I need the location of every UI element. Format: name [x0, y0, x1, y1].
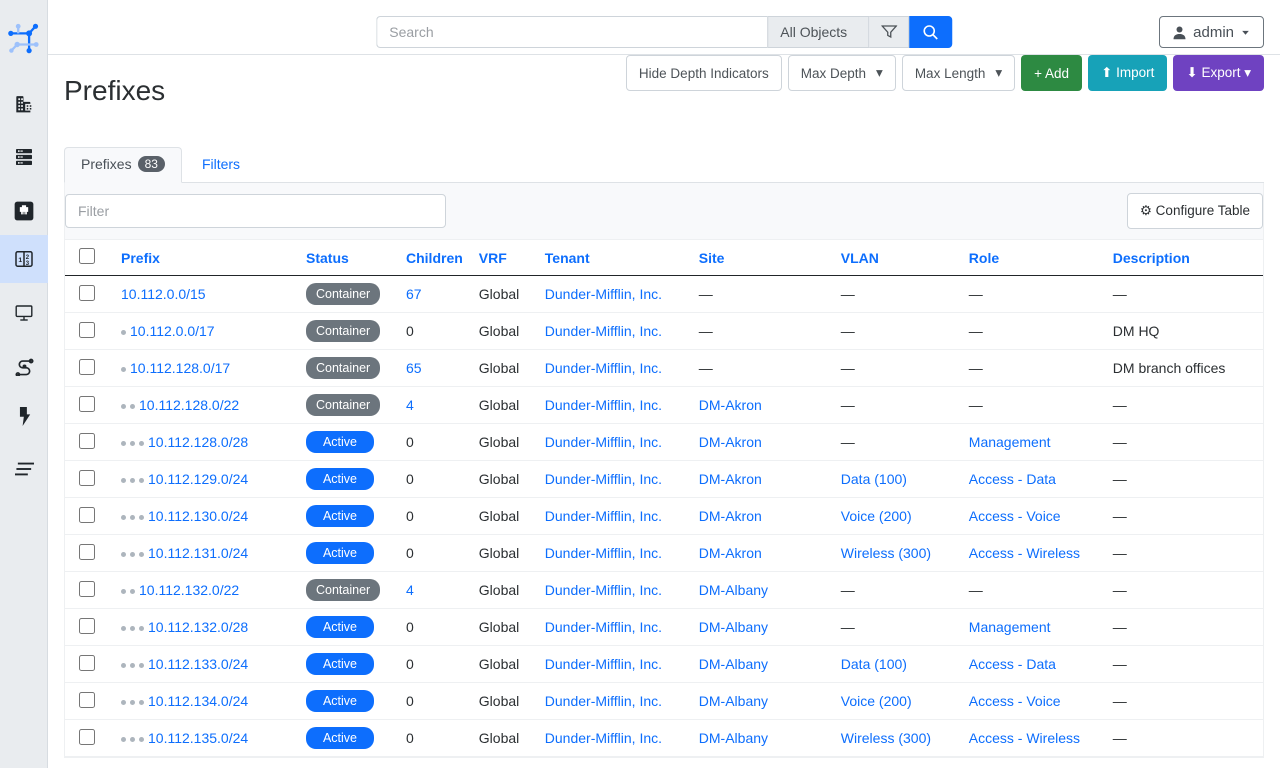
- svg-text:1: 1: [18, 257, 22, 264]
